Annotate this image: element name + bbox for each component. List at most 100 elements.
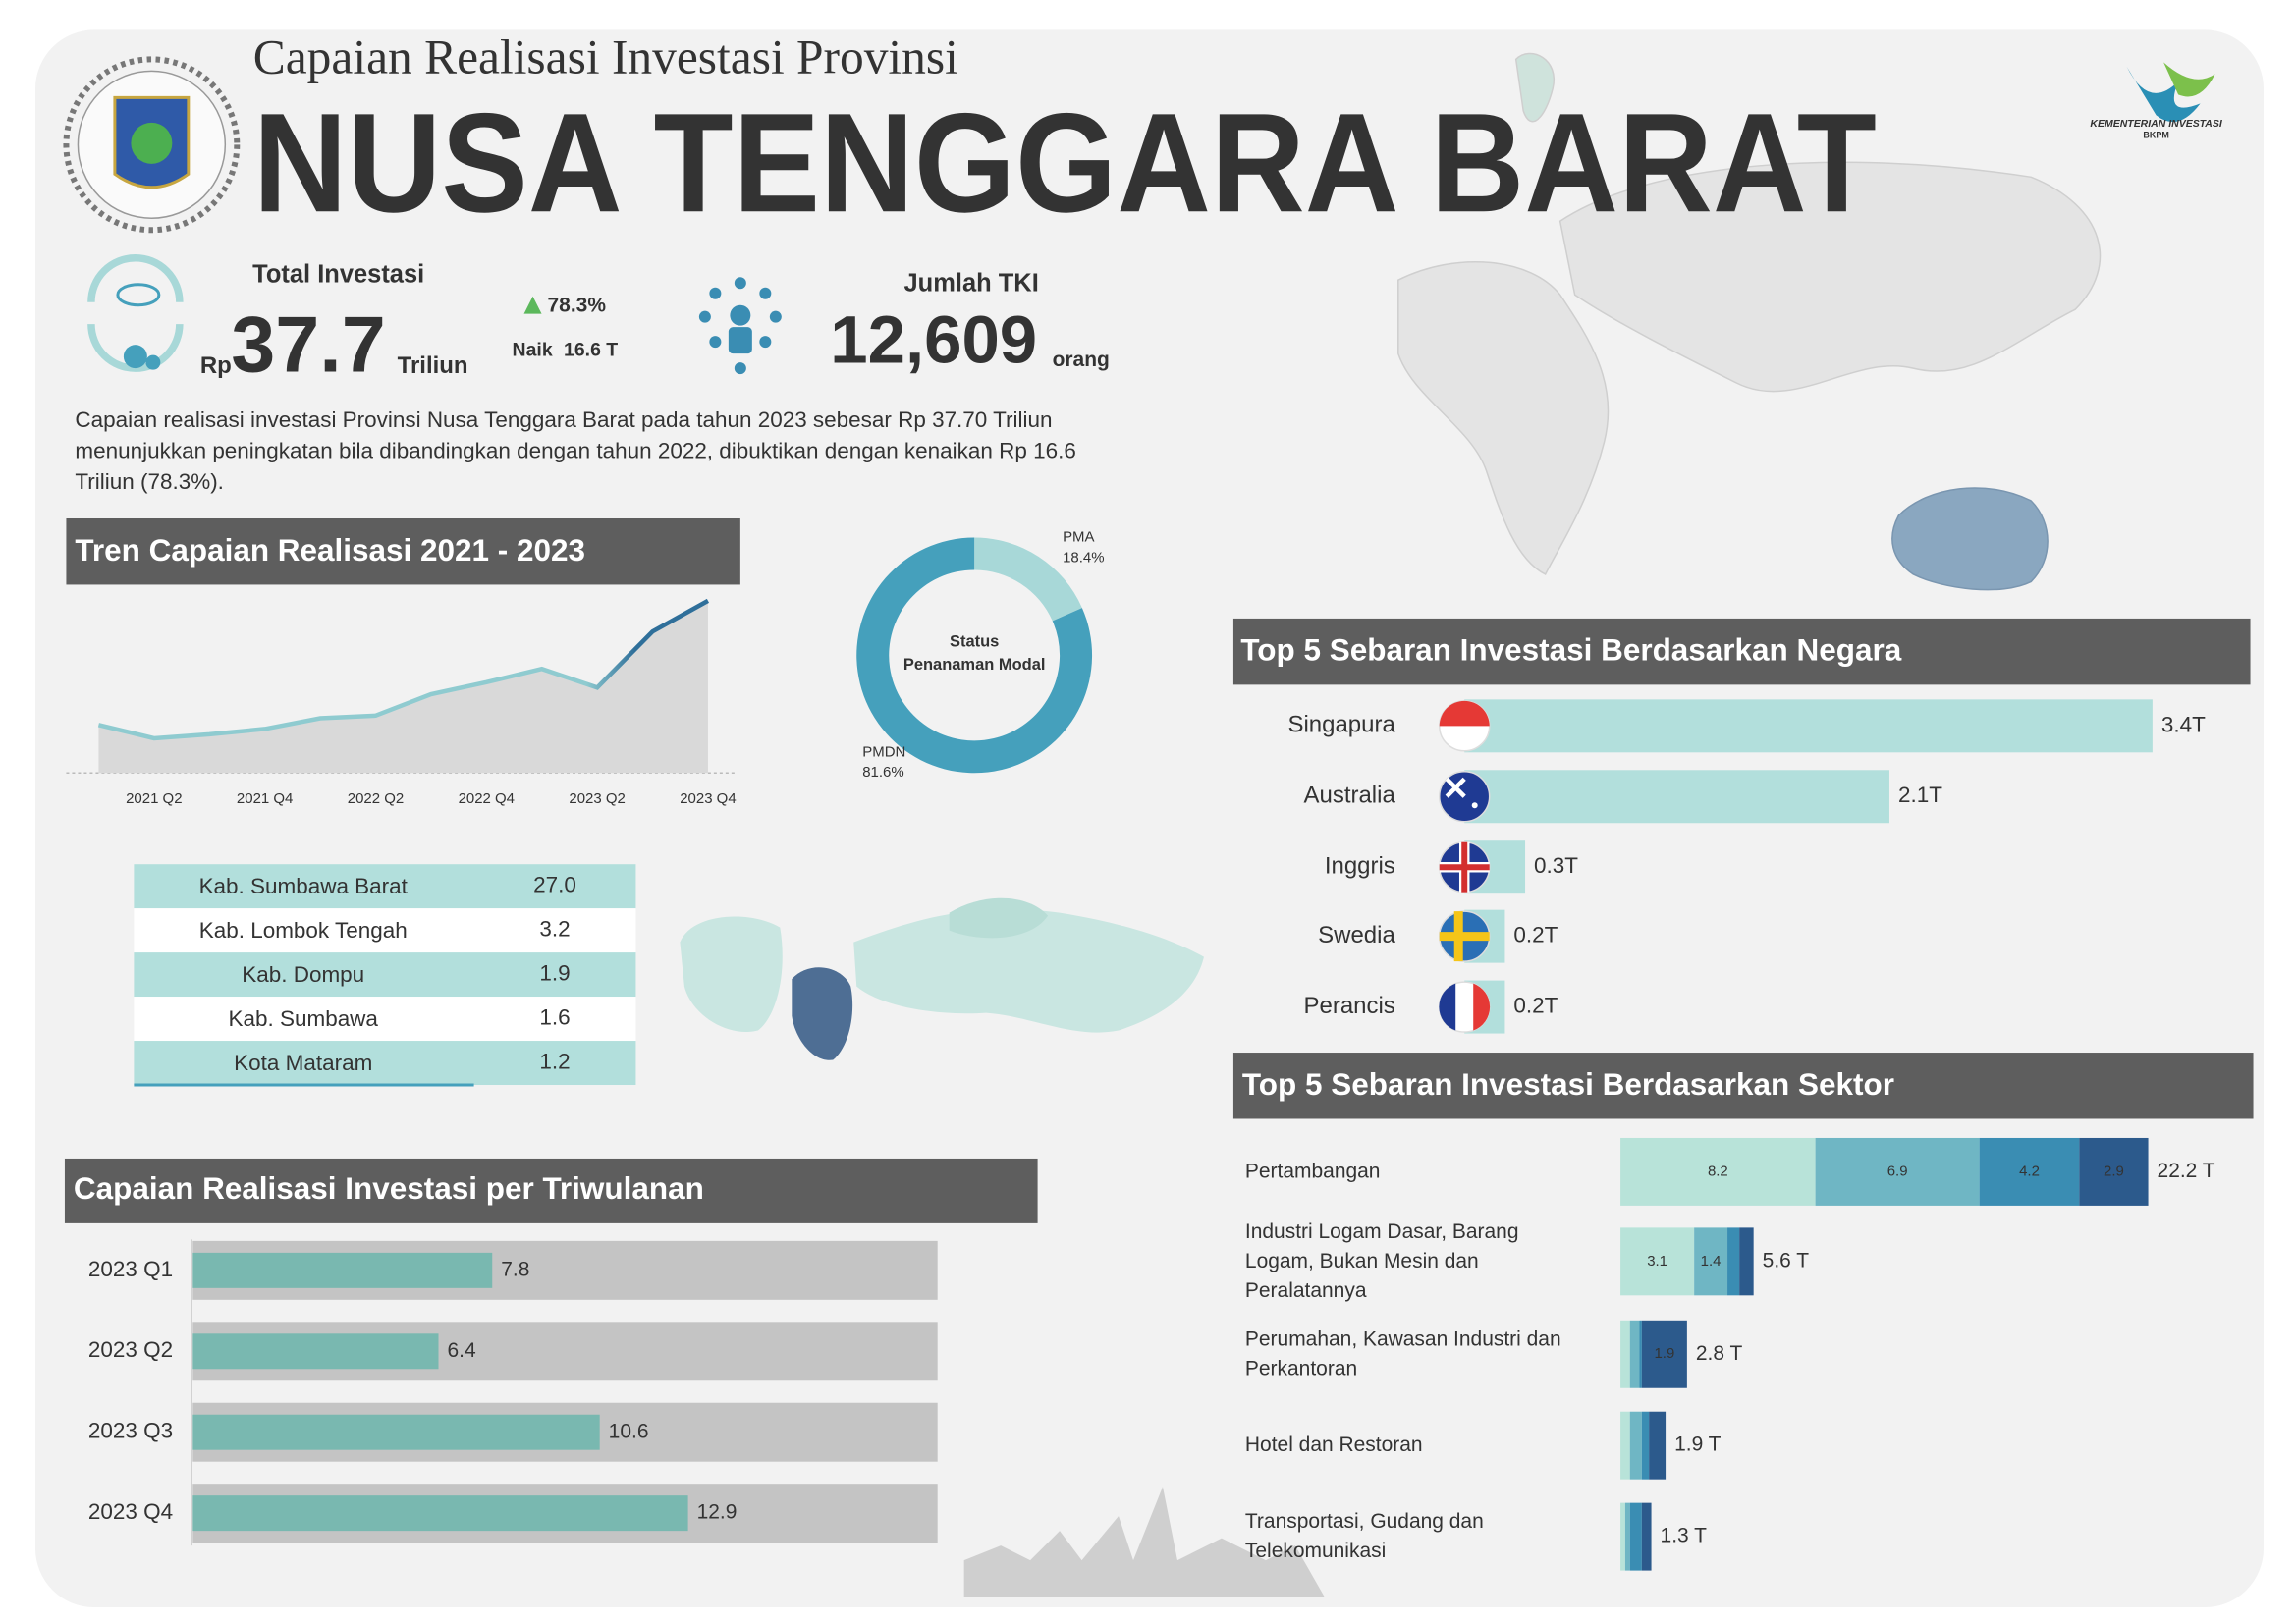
total-label: 22.2 T (2158, 1160, 2215, 1182)
total-label: 5.6 T (1763, 1249, 1810, 1272)
section-title: Top 5 Sebaran Investasi Berdasarkan Sekt… (1242, 1067, 1894, 1102)
region-value: 3.2 (539, 917, 570, 942)
category-label: Singapura (1288, 712, 1396, 738)
description: Capaian realisasi investasi Provinsi Nus… (75, 407, 1052, 432)
segment-label: 1.4 (1701, 1253, 1722, 1270)
table-row (134, 908, 636, 953)
value-label: 3.4T (2161, 712, 2206, 736)
ministry-logo-leaf (2163, 62, 2215, 97)
bar-segment (1624, 1502, 1630, 1571)
table-row (134, 864, 636, 909)
segment-label: 3.1 (1647, 1253, 1667, 1270)
flag (1439, 841, 1490, 893)
bar-segment (2079, 1137, 2149, 1206)
bar-segment (1629, 1502, 1642, 1571)
bar-segment (1979, 1137, 2080, 1206)
bar-segment (1641, 1320, 1687, 1388)
skyline (963, 1487, 1325, 1597)
section-title: Top 5 Sebaran Investasi Berdasarkan Nega… (1240, 633, 1901, 668)
increase-label: Naik (513, 339, 553, 360)
segment-label: 6.9 (1887, 1163, 1908, 1179)
category-label: Perumahan, Kawasan Industri dan Perkantor… (1245, 1327, 1561, 1380)
agency-name: BKPM (2143, 131, 2168, 140)
category-label: Perancis (1304, 993, 1395, 1019)
bar (192, 1333, 439, 1370)
value-label: 0.3T (1534, 853, 1578, 878)
page-subtitle: Capaian Realisasi Investasi Provinsi (253, 30, 958, 84)
table-row (134, 1041, 636, 1086)
bar-segment (1641, 1502, 1652, 1571)
region-value: 27.0 (533, 873, 576, 897)
tki-unit: orang (1053, 349, 1110, 371)
world-map (1397, 52, 2102, 591)
donut-title: Status (950, 632, 999, 650)
category-label: Inggris (1325, 853, 1395, 880)
bar-segment (1639, 1320, 1642, 1388)
region-name: Kota Mataram (234, 1051, 372, 1075)
description: Triliun (78.3%). (75, 469, 224, 494)
value-label: 12.9 (697, 1501, 738, 1524)
pie-slice (974, 537, 1082, 622)
slice-label: PMDN (862, 743, 905, 760)
bar-segment (1620, 1227, 1695, 1296)
x-tick-label: 2023 Q2 (569, 790, 625, 807)
x-tick-label: 2021 Q4 (237, 790, 293, 807)
kpi-value: 37.7 (231, 301, 386, 390)
total-label: 1.3 T (1661, 1525, 1708, 1547)
bar (192, 1414, 600, 1450)
x-tick-label: 2022 Q4 (459, 790, 515, 807)
value-label: 6.4 (448, 1339, 476, 1362)
category-label: Australia (1304, 783, 1396, 809)
value-label: 0.2T (1513, 923, 1558, 947)
flag (1473, 983, 1491, 1031)
region-name: Kab. Sumbawa Barat (199, 874, 409, 898)
category-label: 2023 Q1 (88, 1257, 173, 1281)
bar-segment (1620, 1411, 1630, 1480)
category-label: 2023 Q3 (88, 1419, 173, 1443)
donut-title: Penanaman Modal (903, 656, 1046, 674)
emblem-ring (63, 56, 241, 234)
flag (1445, 777, 1466, 798)
bar-segment (1620, 1502, 1625, 1571)
section-header (66, 518, 740, 585)
growth: 78.3% (548, 295, 607, 317)
region-map (680, 897, 1204, 1060)
bar-segment (1629, 1320, 1640, 1388)
increase-value: 16.6 T (564, 339, 618, 360)
table-row (134, 952, 636, 998)
bar-segment (1815, 1137, 1980, 1206)
slice-value: 81.6% (862, 764, 903, 781)
bar-segment (1641, 1411, 1650, 1480)
line (97, 598, 710, 741)
category-label: 2023 Q2 (88, 1337, 173, 1362)
category-label: Industri Logam Dasar, Barang Logam, Bukan… (1245, 1219, 1519, 1301)
category-label: Transportasi, Gudang dan Telekomunikasi (1245, 1510, 1484, 1562)
flag (1439, 700, 1490, 727)
bar (192, 1252, 493, 1288)
bar-segment (1739, 1227, 1754, 1296)
bar-segment (1620, 1137, 1816, 1206)
bar-segment (1629, 1411, 1642, 1480)
kpi-unit: Triliun (398, 352, 468, 379)
value-label: 0.2T (1513, 994, 1558, 1018)
x-tick-label: 2023 Q4 (680, 790, 736, 807)
category-label: Hotel dan Restoran (1245, 1434, 1423, 1456)
tki-value: 12,609 (830, 301, 1037, 377)
x-tick-label: 2022 Q2 (348, 790, 404, 807)
region-name: Kab. Sumbawa (229, 1006, 379, 1031)
flag (1471, 802, 1478, 809)
category-label: 2023 Q4 (88, 1499, 173, 1524)
flag (1439, 983, 1456, 1031)
bar-segment (1620, 1320, 1630, 1388)
region-name: Kab. Dompu (242, 962, 364, 987)
bar (1464, 699, 2153, 753)
flag (1439, 911, 1490, 962)
bar (192, 1495, 688, 1532)
bar-segment (1649, 1411, 1667, 1480)
up-arrow (523, 296, 542, 314)
emblem-center (131, 122, 173, 164)
table-row (134, 997, 636, 1042)
total-label: 1.9 T (1674, 1434, 1722, 1456)
segment-label: 1.9 (1654, 1345, 1674, 1362)
